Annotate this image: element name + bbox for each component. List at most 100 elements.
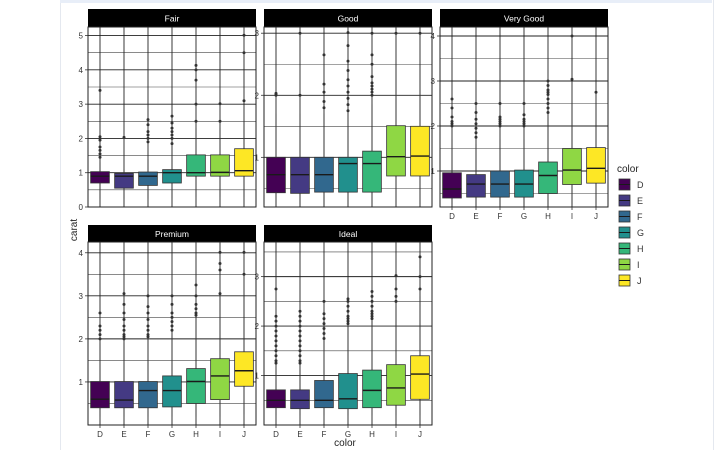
y-tick-label: 3 [255,29,260,38]
box-G [162,114,182,199]
outlier-point [98,324,102,328]
outlier-point [194,102,198,106]
outlier-point [370,294,374,298]
outlier-point [98,155,102,159]
outlier-point [242,33,246,37]
outlier-point [498,115,502,119]
box-iqr [562,148,582,185]
x-tick-label: J [418,430,422,439]
outlier-point [322,332,326,335]
box-F [138,294,158,417]
panel-border [263,26,433,208]
outlier-point [194,313,198,317]
outlier-point [298,354,302,358]
outlier-point [122,311,126,315]
outlier-point [346,317,350,321]
outlier-point [546,84,550,87]
box-iqr [410,355,430,400]
box-E [290,31,310,206]
box-iqr [538,161,558,194]
outlier-point [98,145,102,149]
facet-strip [264,225,432,242]
outlier-point [346,319,350,323]
outlier-point [274,314,278,318]
y-tick-label: 2 [431,122,436,131]
box-iqr [186,368,206,404]
outlier-point [274,339,278,343]
box-J [234,33,254,197]
outlier-point [322,99,326,103]
legend-label-E: E [637,196,643,206]
outlier-point [450,97,454,101]
outlier-point [298,329,302,333]
outlier-point [474,131,478,135]
y-tick-label: 4 [79,249,84,258]
outlier-point [298,339,302,343]
outlier-point [522,102,526,105]
facet-strip [88,9,256,27]
outlier-point [370,81,374,85]
outlier-point [346,314,350,318]
outlier-point [370,62,374,66]
outlier-point [146,311,150,315]
y-tick-label: 2 [79,134,84,143]
x-tick-label: E [473,212,478,221]
facet-strip-label: Fair [165,14,180,24]
outlier-point [98,148,102,152]
outlier-point [346,68,350,72]
box-G [338,31,358,206]
legend-label-J: J [637,276,642,286]
box-H [186,63,206,197]
legend-label-H: H [637,244,644,254]
outlier-point [298,314,302,318]
outlier-point [98,311,102,315]
outlier-point [298,93,302,97]
outlier-point [370,289,374,293]
outlier-point [346,297,350,301]
box-I [562,34,582,205]
x-tick-label: H [545,212,551,221]
box-I [386,274,406,416]
x-tick-label: H [369,430,375,439]
outlier-point [218,102,222,106]
outlier-point [546,90,550,94]
outlier-point [546,106,550,110]
outlier-point [346,44,350,48]
outlier-point [370,31,374,35]
outlier-point [418,275,422,279]
outlier-point [274,287,278,291]
outlier-point [522,124,526,128]
outlier-point [274,359,278,363]
outlier-point [194,63,198,67]
box-D [90,311,110,417]
outlier-point [98,88,102,92]
x-axis-title: color [334,438,356,449]
outlier-point [322,106,326,110]
box-F [314,299,334,416]
outlier-point [418,31,422,35]
outlier-point [274,91,278,95]
outlier-point [170,315,174,319]
box-D [266,287,286,416]
outlier-point [370,317,374,321]
outlier-point [322,336,326,340]
outlier-point [370,304,374,308]
outlier-point [242,250,246,254]
legend-label-I: I [637,260,640,270]
outlier-point [450,120,454,123]
outlier-point [346,109,350,113]
outlier-point [218,268,222,272]
x-tick-label: J [242,430,246,439]
x-tick-label: G [169,430,175,439]
outlier-point [474,135,478,139]
outlier-point [474,122,478,126]
viewer-top-strip [60,0,712,3]
legend-label-D: D [637,180,644,190]
outlier-point [194,302,198,306]
legend-label-F: F [637,212,643,222]
x-tick-label: I [571,212,573,221]
outlier-point [322,53,326,57]
box-iqr [290,389,310,410]
box-iqr [114,172,134,189]
outlier-point [146,333,150,337]
